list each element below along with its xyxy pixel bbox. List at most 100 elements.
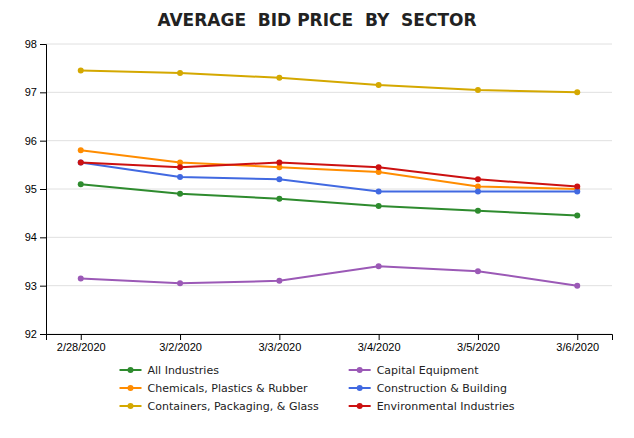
y-axis: 92 93 94 95 96 97 98: [25, 38, 47, 340]
point: [574, 89, 580, 95]
legend-label: Capital Equipment: [377, 364, 479, 377]
legend-marker: [128, 403, 134, 409]
point: [475, 176, 481, 182]
x-tick: 3/5/2020: [457, 334, 500, 353]
y-tick: 97: [25, 86, 46, 98]
y-tick: 93: [25, 280, 46, 292]
y-tick: 95: [25, 183, 46, 195]
point: [574, 213, 580, 219]
x-axis: 2/28/2020 3/2/2020 3/3/2020 3/4/2020 3/5/202…: [47, 334, 613, 353]
x-tick-mark: [180, 334, 181, 340]
series: [78, 159, 580, 189]
x-tick-label: 3/6/2020: [556, 341, 599, 353]
y-tick: 92: [25, 328, 46, 340]
point: [78, 181, 84, 187]
x-tick: 3/4/2020: [358, 334, 401, 353]
point: [177, 191, 183, 197]
y-tick: 96: [25, 135, 46, 147]
point: [276, 159, 282, 165]
legend-entry: Containers, Packaging, & Glass: [120, 400, 319, 413]
point: [475, 268, 481, 274]
x-tick-label: 3/5/2020: [457, 341, 500, 353]
y-axis-line: [40, 45, 47, 335]
chart: AVERAGE BID PRICE BY SECTOR9293949596979…: [0, 0, 634, 438]
series-line: [81, 150, 577, 189]
point: [475, 87, 481, 93]
y-tick-mark: [40, 286, 46, 287]
x-axis-line: [47, 335, 613, 341]
y-tick-mark: [40, 92, 46, 93]
y-tick-label: 98: [25, 38, 37, 50]
x-tick-mark: [577, 334, 578, 340]
point: [376, 164, 382, 170]
point: [376, 82, 382, 88]
series: [78, 263, 580, 288]
plot: 92 93 94 95 96 97 98 2/28/2020 3/2/2020 3/3/2020 3…: [25, 38, 613, 353]
series-line: [81, 266, 577, 285]
x-tick-label: 3/3/2020: [258, 341, 301, 353]
legend-label: All Industries: [148, 364, 220, 377]
y-tick-label: 94: [25, 231, 37, 243]
point: [376, 203, 382, 209]
y-tick-label: 92: [25, 328, 37, 340]
x-tick-mark: [379, 334, 380, 340]
point: [177, 280, 183, 286]
point: [78, 147, 84, 153]
point: [276, 176, 282, 182]
legend-entry: Environmental Industries: [349, 400, 515, 413]
legend-marker: [357, 403, 363, 409]
x-tick-mark: [478, 334, 479, 340]
point: [78, 159, 84, 165]
x-tick: 3/3/2020: [258, 334, 301, 353]
grid-line: [46, 44, 612, 45]
x-tick-mark: [279, 334, 280, 340]
y-tick-label: 93: [25, 280, 37, 292]
y-tick-mark: [40, 189, 46, 190]
marks: [78, 68, 580, 289]
y-tick: 94: [25, 231, 46, 243]
x-tick-label: 3/2/2020: [159, 341, 202, 353]
y-tick-mark: [40, 334, 46, 335]
point: [177, 70, 183, 76]
legend-entry: Capital Equipment: [349, 364, 479, 377]
point: [574, 184, 580, 190]
point: [376, 263, 382, 269]
legend-marker: [128, 385, 134, 391]
legend-marker: [128, 367, 134, 373]
x-tick-label: 3/4/2020: [358, 341, 401, 353]
grid-line: [46, 140, 612, 141]
legend-entry: Construction & Building: [349, 382, 507, 395]
series: [78, 159, 580, 194]
point: [78, 68, 84, 74]
point: [475, 208, 481, 214]
point: [276, 278, 282, 284]
point: [177, 174, 183, 180]
y-tick-label: 96: [25, 135, 37, 147]
grid-line: [46, 285, 612, 286]
legend-entry: All Industries: [120, 364, 220, 377]
x-tick: 3/2/2020: [159, 334, 202, 353]
point: [475, 188, 481, 194]
point: [78, 159, 84, 165]
legend-label: Containers, Packaging, & Glass: [148, 400, 319, 413]
y-tick-label: 95: [25, 183, 37, 195]
y-tick-label: 97: [25, 86, 37, 98]
title: AVERAGE BID PRICE BY SECTOR: [157, 10, 476, 30]
series: [78, 147, 580, 192]
legend-marker: [357, 385, 363, 391]
series-line: [81, 162, 577, 191]
series-line: [81, 71, 577, 93]
point: [574, 283, 580, 289]
series: [78, 68, 580, 96]
x-tick: 2/28/2020: [57, 334, 106, 353]
point: [276, 75, 282, 81]
y-tick-mark: [40, 44, 46, 45]
legend: All IndustriesChemicals, Plastics & Rubb…: [120, 364, 515, 413]
point: [78, 275, 84, 281]
legend-marker: [357, 367, 363, 373]
y-tick-mark: [40, 141, 46, 142]
y-tick: 98: [25, 38, 46, 50]
legend-label: Construction & Building: [377, 382, 507, 395]
point: [276, 196, 282, 202]
x-tick-mark: [81, 334, 82, 340]
